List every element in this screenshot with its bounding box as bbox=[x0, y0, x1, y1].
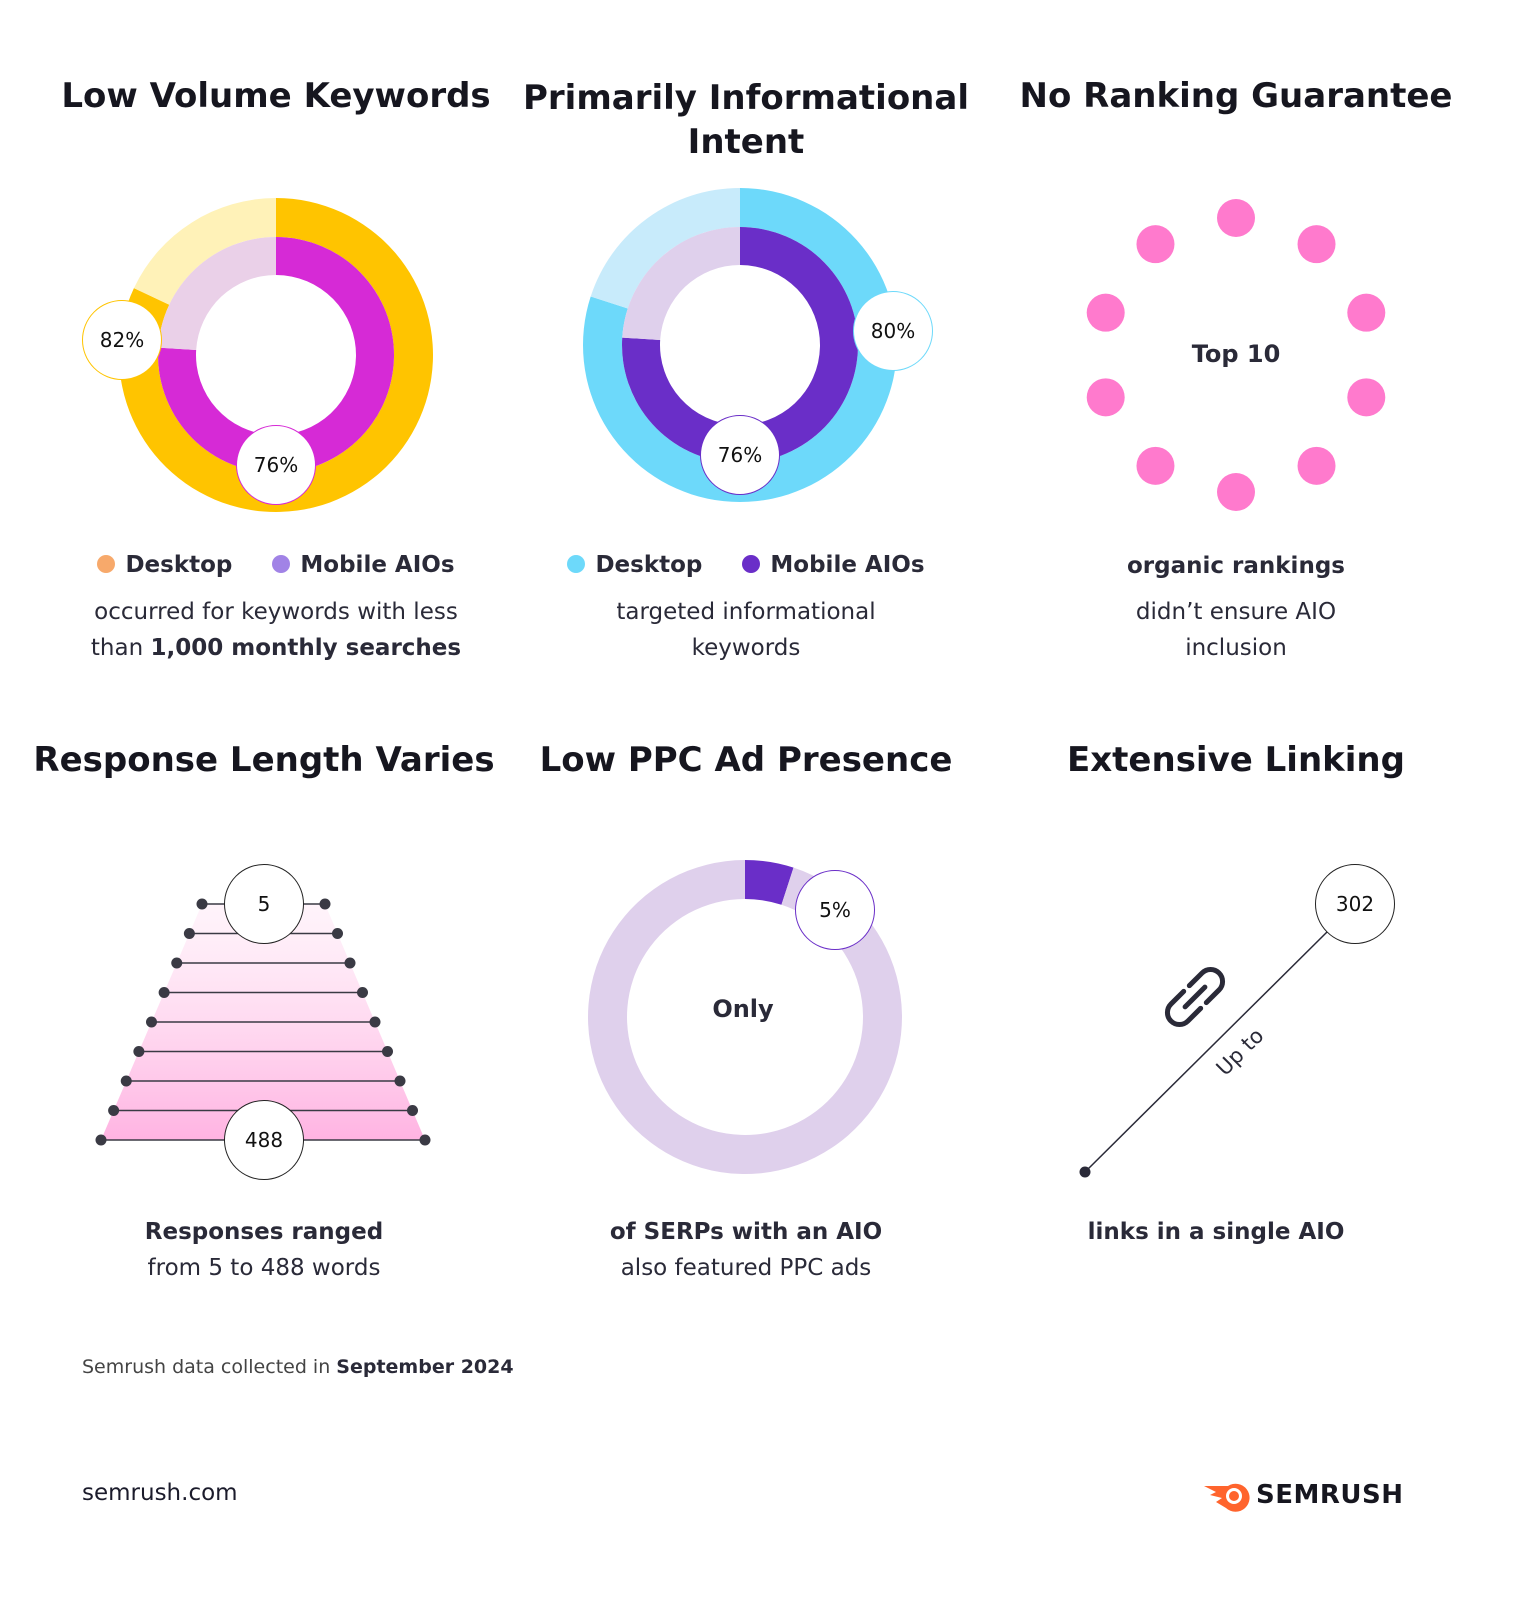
range-dot bbox=[108, 1105, 120, 1116]
caption-6-bold: links in a single AIO bbox=[1087, 1219, 1345, 1245]
title-informational: Primarily Informational Intent bbox=[522, 78, 969, 162]
only-label: Only bbox=[712, 995, 774, 1023]
ranking-dot bbox=[1217, 199, 1255, 237]
range-dot bbox=[171, 957, 183, 969]
desktop-rest-arc bbox=[590, 188, 740, 309]
caption-4-bold: Responses ranged bbox=[144, 1219, 384, 1245]
ranking-dot bbox=[1136, 225, 1175, 264]
semrush-logo: SEMRUSH bbox=[1202, 1478, 1403, 1512]
legend-1: Desktop Mobile AIOs bbox=[36, 552, 516, 578]
semrush-flame-icon bbox=[1204, 1483, 1250, 1512]
ranking-dot bbox=[1086, 378, 1125, 417]
caption-1: occurred for keywords with less than 1,0… bbox=[90, 599, 462, 661]
max-value-bubble: 488 bbox=[224, 1100, 304, 1180]
range-dot bbox=[382, 1046, 393, 1057]
mobile-rest-arc bbox=[622, 227, 740, 340]
mobile-value-bubble: 76% bbox=[236, 425, 316, 505]
range-dot bbox=[95, 1134, 107, 1146]
range-dot bbox=[133, 1046, 145, 1057]
legend-label: Desktop bbox=[125, 552, 233, 578]
ranking-dot bbox=[1136, 446, 1175, 485]
caption-2: targeted informational keywords bbox=[616, 599, 876, 661]
ranking-dot bbox=[1297, 446, 1336, 485]
legend-dot bbox=[567, 554, 586, 573]
legend-dot bbox=[97, 554, 116, 573]
legend-2: Desktop Mobile AIOs bbox=[506, 552, 986, 578]
ranking-dot bbox=[1347, 378, 1386, 417]
ppc-value-arc bbox=[745, 860, 794, 905]
title-linking: Extensive Linking bbox=[1067, 740, 1405, 780]
caption-5: also featured PPC ads bbox=[620, 1255, 872, 1281]
min-value-bubble: 5 bbox=[224, 864, 304, 944]
range-dot bbox=[146, 1016, 157, 1028]
range-dot bbox=[357, 987, 368, 998]
caption-3: didn’t ensure AIO inclusion bbox=[1135, 599, 1337, 661]
legend-dot bbox=[742, 554, 761, 573]
links-line-end bbox=[1079, 1166, 1091, 1178]
range-dot bbox=[407, 1105, 418, 1116]
title-ranking: No Ranking Guarantee bbox=[1019, 76, 1453, 116]
mobile-value-arc bbox=[622, 227, 858, 463]
legend-label: Mobile AIOs bbox=[770, 552, 925, 578]
ranking-dot bbox=[1347, 293, 1386, 332]
ranking-dot bbox=[1297, 225, 1336, 264]
mobile-rest-arc bbox=[158, 237, 276, 350]
ranking-dot bbox=[1217, 473, 1255, 511]
range-dot bbox=[158, 987, 170, 998]
range-dot bbox=[319, 898, 331, 910]
caption-3-bold: organic rankings bbox=[1127, 553, 1345, 579]
link-icon bbox=[1165, 967, 1225, 1027]
caption-4: from 5 to 488 words bbox=[147, 1255, 381, 1281]
mobile-value-arc bbox=[158, 237, 394, 473]
legend-label: Mobile AIOs bbox=[300, 552, 455, 578]
top10-label: Top 10 bbox=[1191, 340, 1281, 368]
ppc-value-bubble: 5% bbox=[795, 870, 875, 950]
ranking-dot bbox=[1086, 293, 1125, 332]
range-dot bbox=[332, 928, 343, 939]
caption-5-bold: of SERPs with an AIO bbox=[609, 1219, 883, 1245]
links-value-bubble: 302 bbox=[1315, 864, 1395, 944]
legend-dot bbox=[272, 554, 291, 573]
links-line bbox=[1084, 931, 1328, 1173]
source-note: Semrush data collected in September 2024 bbox=[82, 1356, 514, 1378]
desktop-value-bubble: 80% bbox=[853, 291, 933, 371]
legend-label: Desktop bbox=[595, 552, 703, 578]
range-dot bbox=[196, 898, 208, 910]
range-dot bbox=[419, 1134, 431, 1146]
title-low-volume: Low Volume Keywords bbox=[61, 76, 491, 116]
range-dot bbox=[183, 928, 195, 939]
site-url: semrush.com bbox=[82, 1480, 238, 1506]
range-dot bbox=[120, 1075, 132, 1087]
title-response-length: Response Length Varies bbox=[33, 740, 495, 780]
desktop-value-bubble: 82% bbox=[82, 300, 162, 380]
range-dot bbox=[394, 1075, 406, 1087]
mobile-value-bubble: 76% bbox=[700, 415, 780, 495]
title-ppc: Low PPC Ad Presence bbox=[539, 740, 953, 780]
range-dot bbox=[369, 1016, 381, 1028]
desktop-rest-arc bbox=[133, 198, 276, 305]
range-dot bbox=[344, 957, 356, 969]
